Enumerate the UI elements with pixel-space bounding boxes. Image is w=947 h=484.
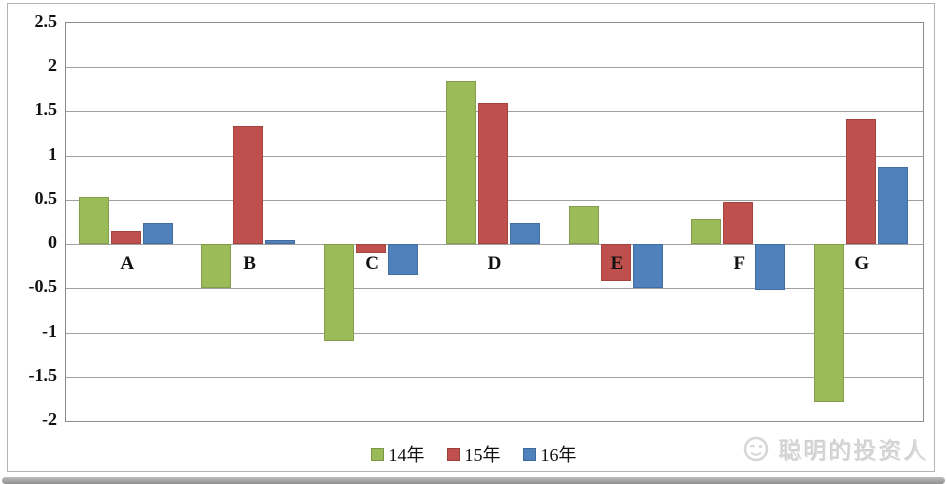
legend-label: 16年: [540, 445, 577, 465]
bar-G-series1: [813, 244, 844, 403]
category-label-E: E: [610, 253, 624, 275]
bottom-divider: [2, 477, 945, 484]
bar-A-series1: [79, 197, 109, 245]
watermark-logo-icon: [743, 436, 769, 462]
bar-A-series3: [143, 222, 173, 245]
legend-label: 15年: [464, 445, 501, 465]
legend: 14年 15年 16年: [0, 441, 947, 467]
y-tick-label: 1.5: [34, 99, 58, 120]
bar-G-series3: [877, 167, 908, 245]
gridline: [66, 376, 923, 378]
bar-F-series1: [691, 219, 722, 245]
category-label-A: A: [120, 253, 135, 275]
bar-E-series2: [600, 244, 631, 282]
bar-D-series3: [510, 222, 541, 245]
y-tick-label: 2: [48, 55, 57, 76]
legend-swatch: [522, 447, 536, 461]
y-axis: 2.5 2 1.5 1 0.5 0 -0.5 -1 -1.5 -2: [0, 0, 60, 484]
gridline: [66, 67, 923, 69]
y-tick-label: 0: [48, 232, 57, 253]
y-tick-label: -2: [42, 409, 57, 429]
gridline: [66, 332, 923, 334]
bar-F-series2: [723, 201, 754, 245]
bar-G-series2: [845, 118, 876, 245]
bar-B-series2: [233, 126, 264, 245]
legend-item-3: 16年: [522, 441, 577, 467]
bar-E-series3: [632, 244, 663, 289]
category-label-D: D: [487, 253, 502, 275]
category-label-F: F: [733, 253, 746, 275]
y-tick-label: 0.5: [34, 187, 58, 208]
bar-B-series1: [201, 244, 232, 289]
legend-item-1: 14年: [370, 441, 425, 467]
bar-E-series1: [568, 206, 599, 245]
y-tick-label: -0.5: [28, 276, 58, 297]
bar-C-series1: [323, 244, 354, 342]
legend-item-2: 15年: [446, 441, 501, 467]
bar-F-series3: [755, 244, 786, 291]
legend-label: 14年: [388, 445, 425, 465]
y-tick-label: 2.5: [34, 11, 58, 31]
chart-outer-border: [7, 3, 935, 472]
watermark: 聪明的投资人: [741, 432, 929, 466]
y-tick-label: 1: [48, 143, 57, 164]
legend-swatch: [446, 447, 460, 461]
category-label-B: B: [243, 253, 256, 275]
legend-swatch: [370, 447, 384, 461]
y-tick-label: -1: [42, 320, 57, 341]
bar-D-series1: [446, 81, 477, 245]
gridline: [66, 244, 923, 246]
bar-C-series3: [387, 244, 418, 276]
bar-D-series2: [478, 102, 509, 245]
category-label-C: C: [365, 253, 379, 275]
plot-area: A B C D E F G: [65, 22, 924, 422]
bar-B-series3: [265, 239, 296, 245]
y-tick-label: -1.5: [28, 364, 58, 385]
gridline: [66, 288, 923, 290]
bar-C-series2: [355, 244, 386, 253]
watermark-text: 聪明的投资人: [779, 439, 929, 464]
category-label-G: G: [854, 253, 870, 275]
bar-A-series2: [111, 230, 141, 245]
